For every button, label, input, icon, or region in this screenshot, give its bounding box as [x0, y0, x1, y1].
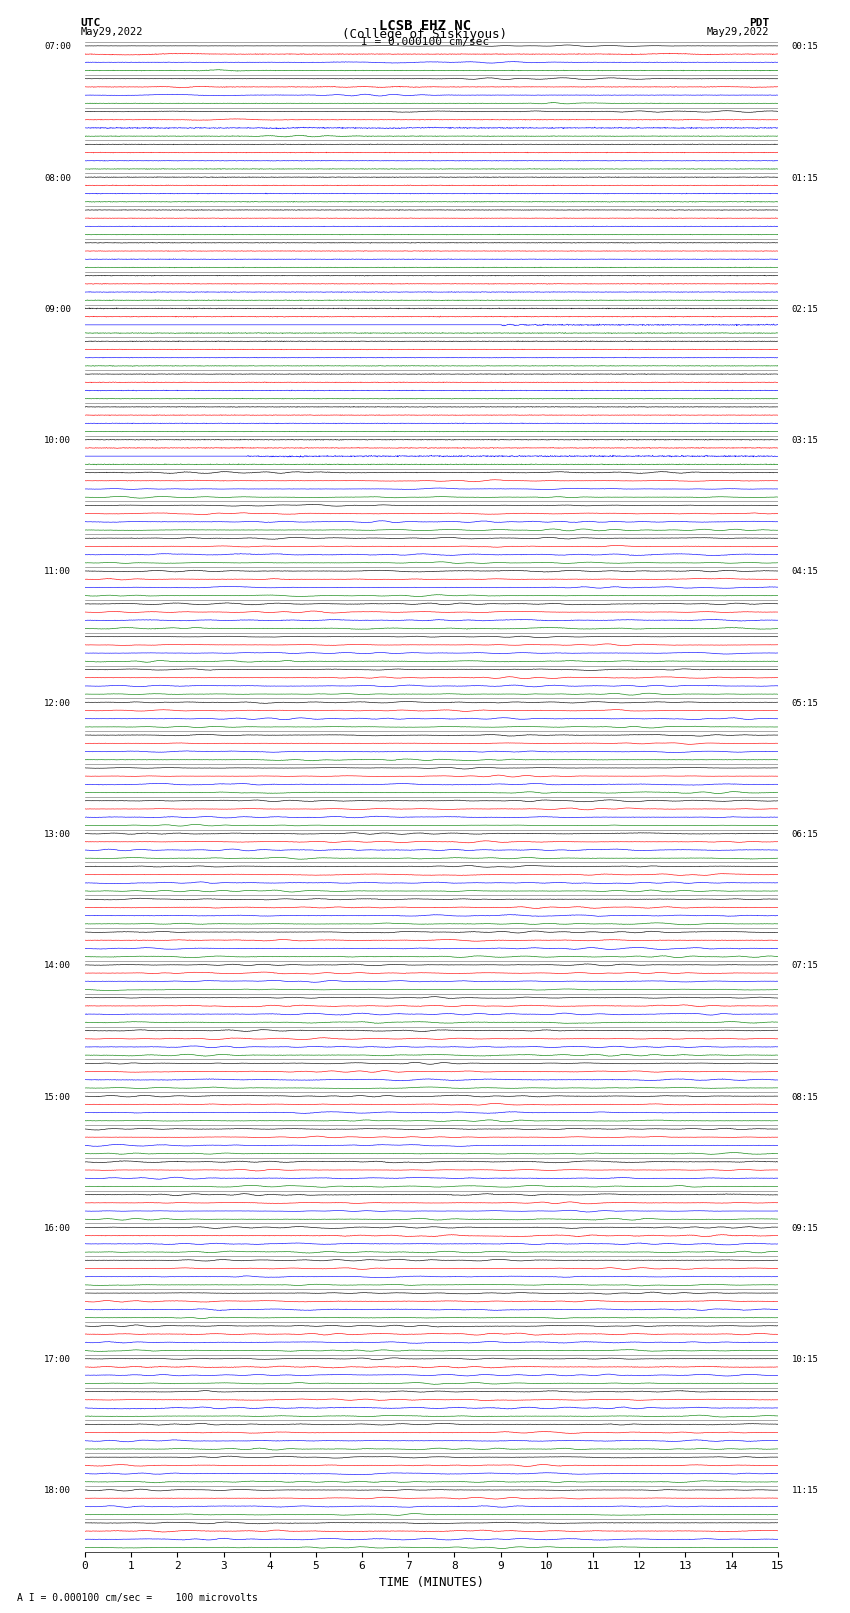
Text: 00:15: 00:15	[791, 42, 819, 52]
Text: (College of Siskiyous): (College of Siskiyous)	[343, 29, 507, 42]
Text: A I = 0.000100 cm/sec =    100 microvolts: A I = 0.000100 cm/sec = 100 microvolts	[17, 1594, 258, 1603]
Text: 09:00: 09:00	[44, 305, 71, 315]
Text: 03:15: 03:15	[791, 436, 819, 445]
Text: May29,2022: May29,2022	[81, 26, 144, 37]
Text: 08:00: 08:00	[44, 174, 71, 182]
Text: 11:15: 11:15	[791, 1487, 819, 1495]
Text: 10:00: 10:00	[44, 436, 71, 445]
Text: 07:00: 07:00	[44, 42, 71, 52]
Text: 05:15: 05:15	[791, 698, 819, 708]
Text: 08:15: 08:15	[791, 1092, 819, 1102]
Text: 17:00: 17:00	[44, 1355, 71, 1365]
Text: I = 0.000100 cm/sec: I = 0.000100 cm/sec	[361, 37, 489, 47]
Text: PDT: PDT	[749, 18, 769, 27]
Text: LCSB EHZ NC: LCSB EHZ NC	[379, 18, 471, 32]
X-axis label: TIME (MINUTES): TIME (MINUTES)	[379, 1576, 484, 1589]
Text: 04:15: 04:15	[791, 568, 819, 576]
Text: May29,2022: May29,2022	[706, 26, 769, 37]
Text: UTC: UTC	[81, 18, 101, 27]
Text: 14:00: 14:00	[44, 961, 71, 971]
Text: 13:00: 13:00	[44, 831, 71, 839]
Text: 10:15: 10:15	[791, 1355, 819, 1365]
Text: 16:00: 16:00	[44, 1224, 71, 1232]
Text: 01:15: 01:15	[791, 174, 819, 182]
Text: 11:00: 11:00	[44, 568, 71, 576]
Text: 18:00: 18:00	[44, 1487, 71, 1495]
Text: 15:00: 15:00	[44, 1092, 71, 1102]
Text: 06:15: 06:15	[791, 831, 819, 839]
Text: 07:15: 07:15	[791, 961, 819, 971]
Text: 12:00: 12:00	[44, 698, 71, 708]
Text: 02:15: 02:15	[791, 305, 819, 315]
Text: 09:15: 09:15	[791, 1224, 819, 1232]
